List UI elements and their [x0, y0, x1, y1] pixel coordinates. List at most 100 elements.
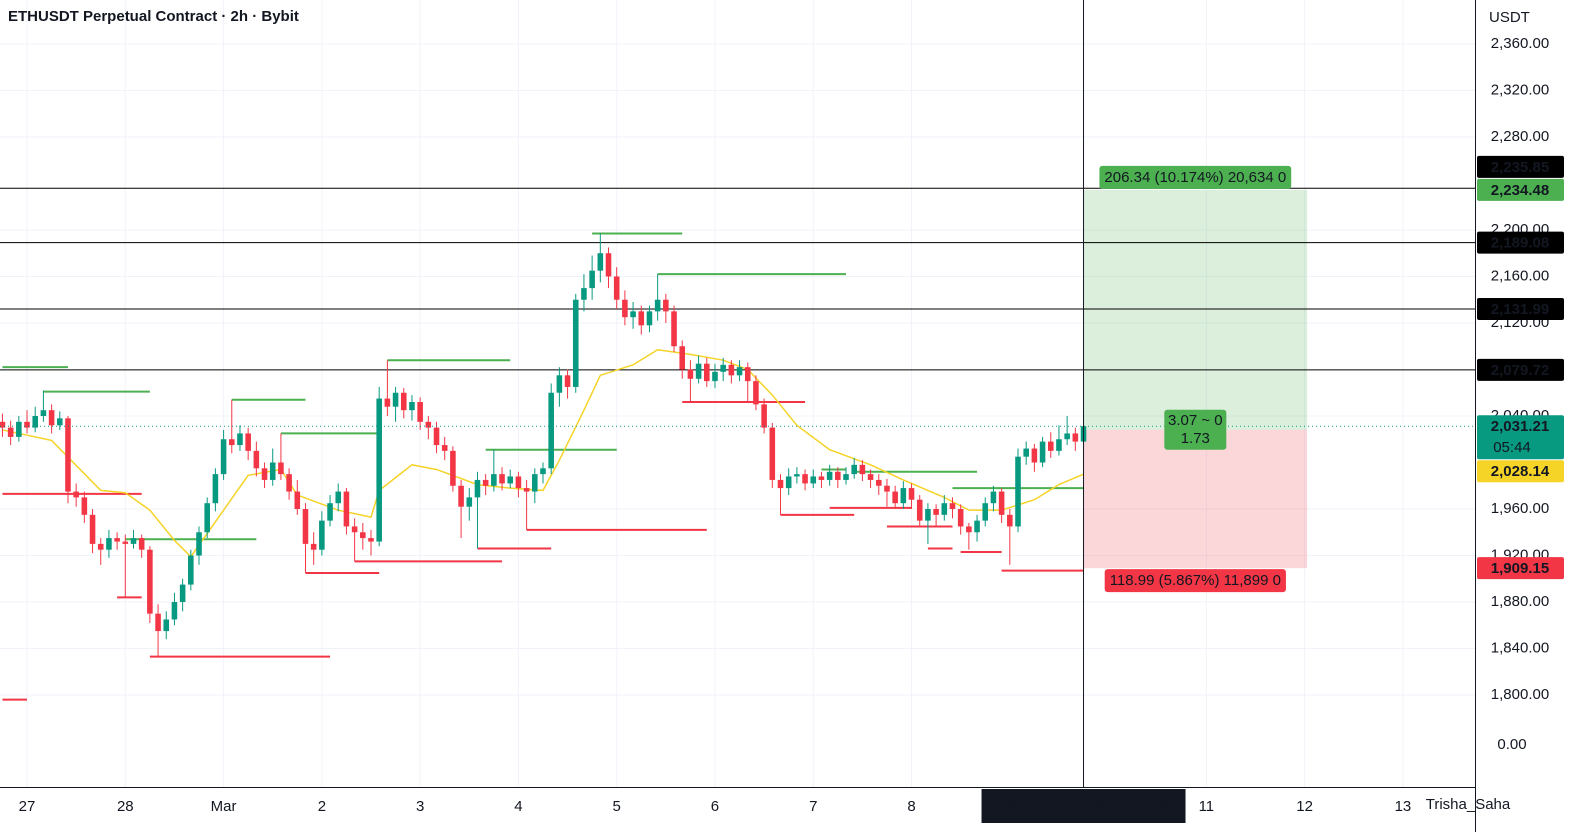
price-marker: 2,079.72	[1491, 362, 1549, 379]
candle-body	[810, 476, 817, 484]
x-tick-label: 4	[514, 798, 522, 815]
candle-body	[532, 474, 538, 492]
candle-body	[900, 488, 907, 504]
candle-body	[245, 433, 251, 451]
candle-body	[32, 415, 39, 428]
candle-body	[261, 468, 268, 480]
candle-body	[687, 369, 694, 379]
candle-body	[491, 474, 497, 486]
crosshair-time: 18:00	[1132, 797, 1170, 814]
candle-body	[474, 479, 481, 498]
candle-body	[237, 433, 243, 446]
candle-body	[499, 474, 505, 484]
y-tick-label: 2,320.00	[1491, 81, 1549, 98]
candle-body	[0, 421, 6, 428]
candle-body	[7, 427, 14, 437]
price-marker-box	[1477, 460, 1564, 483]
price-marker: 2,031.21	[1491, 418, 1549, 435]
candle-body	[384, 398, 391, 407]
candle-body	[966, 526, 972, 533]
price-marker-box	[1477, 557, 1564, 580]
candle-body	[556, 375, 563, 393]
candle-body	[212, 474, 219, 504]
candle-body	[695, 363, 702, 379]
price-marker: 2,028.14	[1491, 463, 1550, 480]
target-zone	[1083, 189, 1308, 430]
candle-body	[196, 532, 202, 556]
candle-body	[310, 543, 317, 550]
watermark: Trisha_Saha	[1426, 796, 1511, 813]
candle-body	[302, 509, 309, 544]
ratio: 3.07 ~ 0	[1168, 412, 1223, 429]
stop-info-box	[1104, 569, 1286, 593]
candle-body	[663, 299, 669, 312]
countdown: 05:44	[1493, 439, 1531, 456]
candle-body	[753, 381, 759, 405]
candle-body	[114, 538, 120, 542]
candle-body	[933, 509, 939, 515]
price-marker-box	[1477, 155, 1564, 178]
candle-body	[204, 503, 210, 533]
candle-body	[941, 503, 948, 515]
candle-body	[875, 479, 882, 486]
x-tick-label: 27	[19, 798, 36, 815]
candle-body	[802, 474, 808, 484]
candle-body	[417, 402, 423, 422]
chart-title: ETHUSDT Perpetual Contract · 2h · Bybit	[8, 8, 299, 25]
candle-body	[286, 474, 292, 492]
candle-body	[769, 427, 776, 480]
candle-body	[630, 311, 636, 318]
candle-body	[360, 532, 366, 539]
candle-body	[89, 514, 96, 544]
y-tick-label: 1,800.00	[1491, 686, 1549, 703]
candle-body	[433, 427, 440, 446]
candle-body	[581, 288, 587, 300]
candle-body	[343, 491, 350, 527]
candle-body	[1039, 441, 1046, 463]
indicator-tick-label: 0.00	[1497, 736, 1526, 753]
candle-body	[728, 364, 735, 376]
candle-body	[597, 253, 604, 271]
candle-body	[654, 299, 661, 312]
candle-body	[40, 410, 47, 416]
candle-body	[163, 619, 170, 632]
candle-body	[269, 462, 276, 480]
x-tick-label: 6	[711, 798, 719, 815]
price-marker: 1,909.15	[1491, 560, 1549, 577]
candle-body	[712, 371, 718, 382]
candle-body	[990, 491, 997, 504]
candle-body	[228, 439, 235, 446]
crosshair-label-box	[981, 789, 1186, 823]
candle-body	[57, 418, 63, 426]
candle-body	[523, 488, 530, 492]
candle-body	[327, 503, 333, 521]
moving-average	[2, 348, 1084, 558]
stop-info: 118.99 (5.867%) 11,899 0	[1110, 572, 1281, 589]
x-tick-label: 13	[1395, 798, 1412, 815]
candle-body	[73, 491, 79, 498]
candle-body	[867, 474, 874, 480]
candle-body	[65, 418, 71, 492]
y-tick-label: 1,880.00	[1491, 593, 1549, 610]
candle-body	[572, 299, 579, 387]
y-tick-label: 2,160.00	[1491, 267, 1549, 284]
candle-body	[704, 363, 710, 382]
candle-body	[1007, 514, 1013, 527]
candle-body	[1015, 456, 1021, 527]
candle-body	[589, 270, 595, 289]
candle-body	[777, 479, 784, 489]
price-marker-box	[1477, 231, 1564, 254]
candle-body	[998, 491, 1005, 515]
candle-body	[622, 299, 628, 318]
candle-body	[818, 476, 825, 480]
candle-body	[564, 375, 571, 387]
candle-body	[515, 476, 522, 489]
y-tick-label: 2,360.00	[1491, 35, 1549, 52]
time-axis	[0, 787, 1475, 832]
target-info-box	[1099, 165, 1292, 189]
candle-body	[761, 404, 767, 428]
candle-body	[1056, 439, 1062, 451]
candle-body	[220, 439, 227, 475]
x-tick-label: 5	[613, 798, 621, 815]
